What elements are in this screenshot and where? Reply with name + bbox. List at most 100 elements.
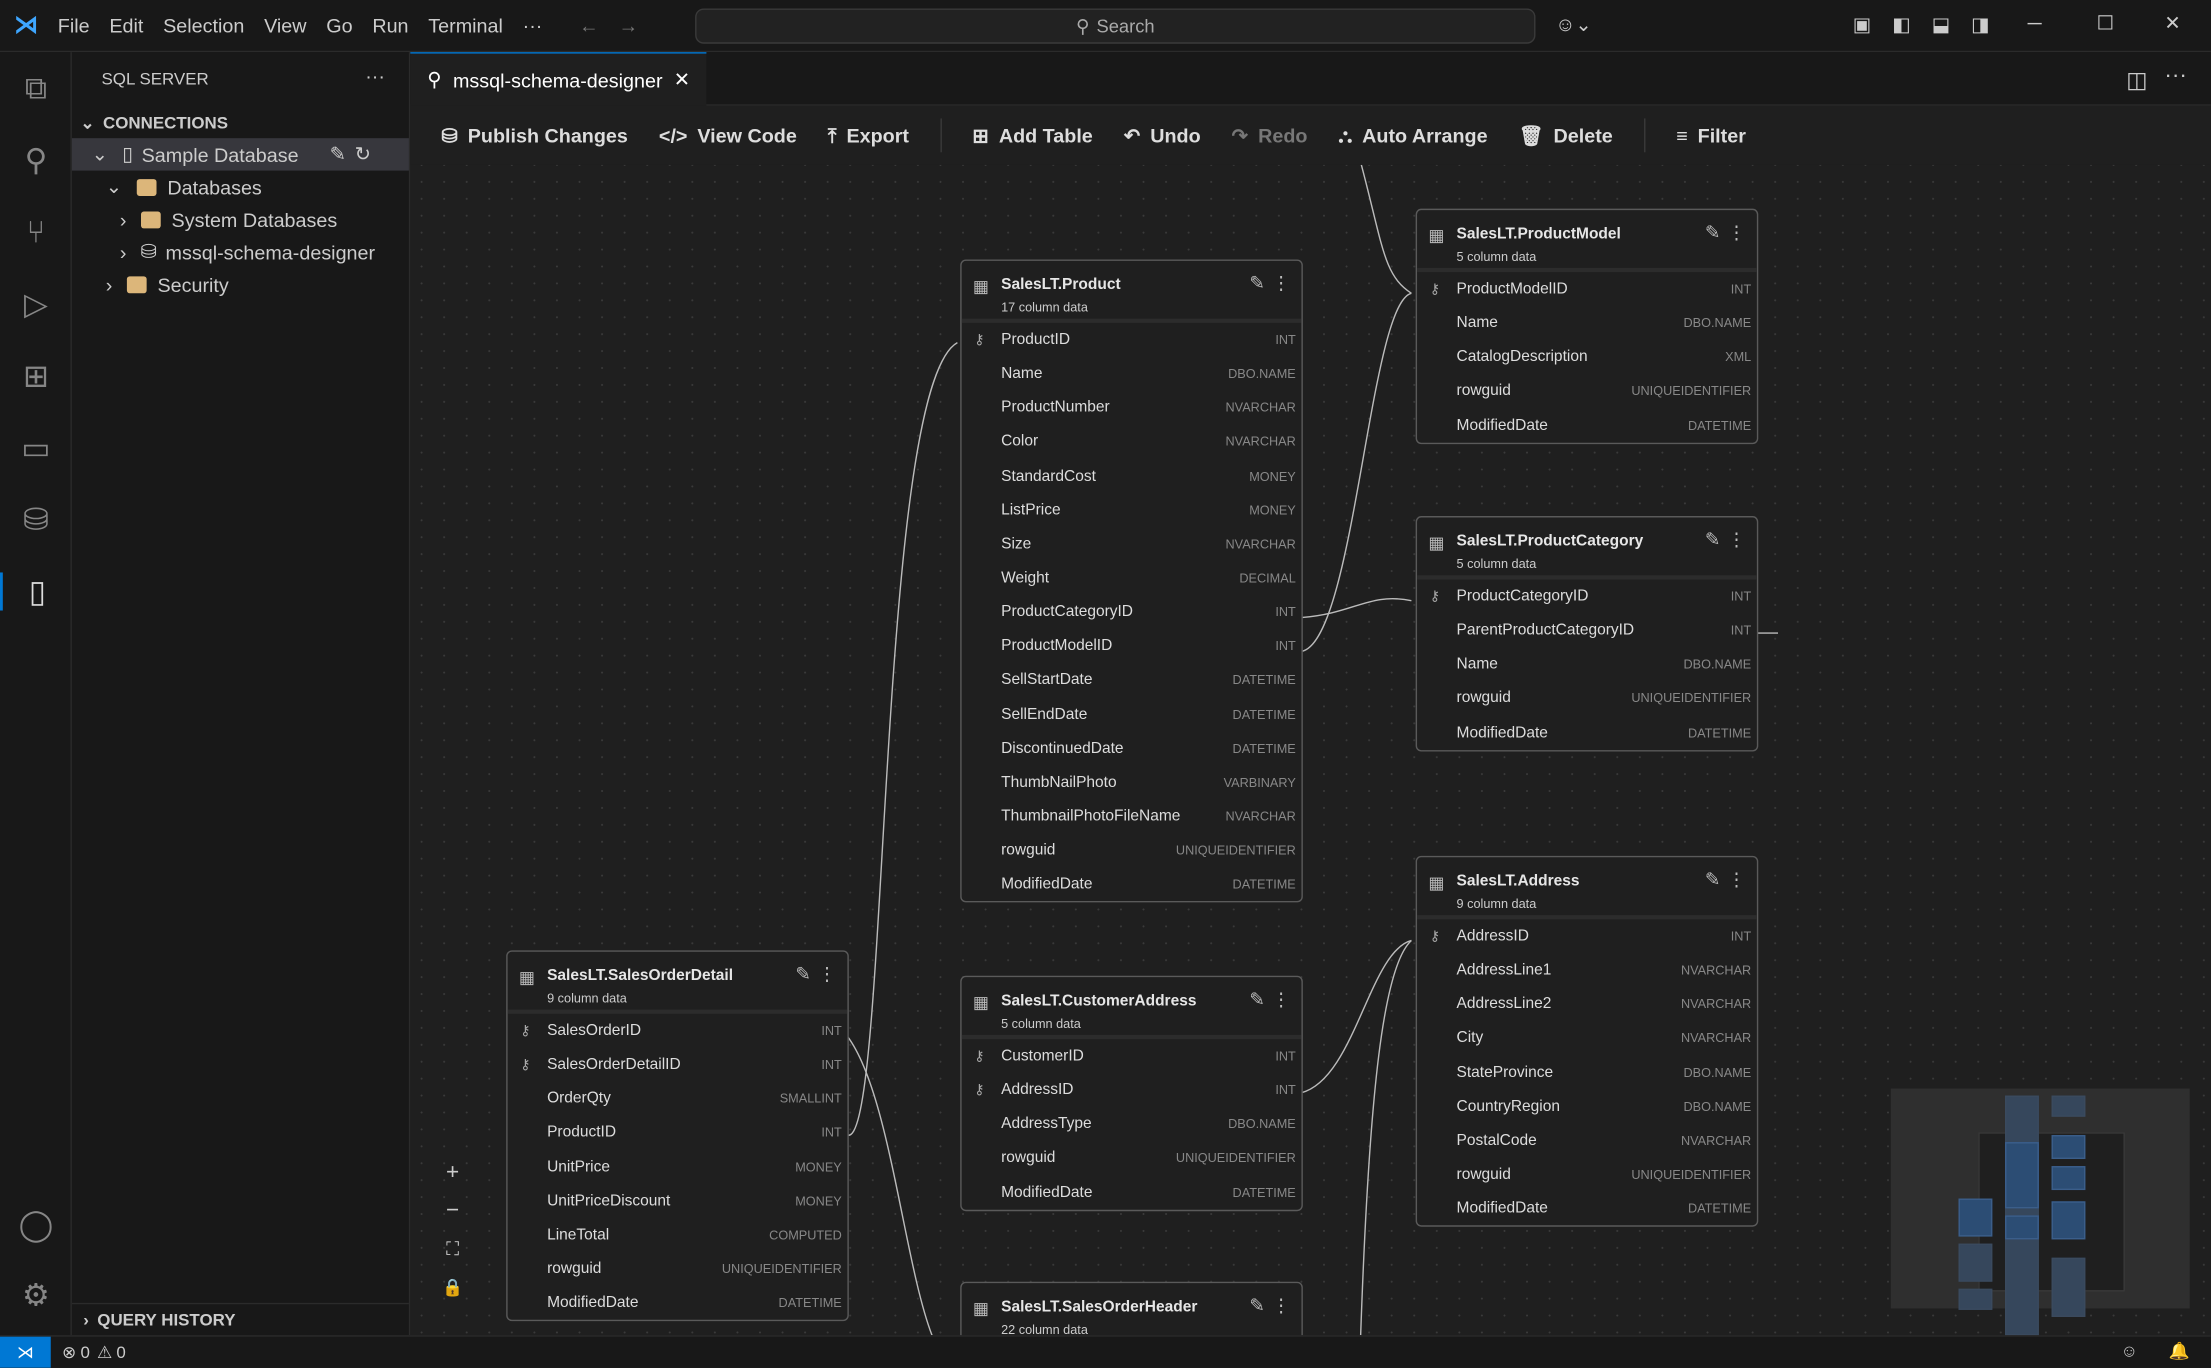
table-header[interactable]: ▦ SalesLT.Product 17 column data ✎ ⋮ (961, 261, 1302, 323)
table-node[interactable]: ▦ SalesLT.ProductModel 5 column data ✎ ⋮… (1415, 208, 1759, 444)
minimap-viewport[interactable] (1978, 1132, 2125, 1292)
column-row[interactable]: ⚷ AddressID INT (962, 1073, 1302, 1107)
minimize-icon[interactable]: ─ (2027, 11, 2042, 34)
table-more-icon[interactable]: ⋮ (1727, 868, 1746, 890)
table-more-icon[interactable]: ⋮ (817, 963, 837, 985)
redo-button[interactable]: ↷ Redo (1232, 123, 1308, 147)
forward-arrow-icon[interactable]: → (618, 14, 639, 37)
column-row[interactable]: StateProvince DBO.NAME (1417, 1055, 1757, 1089)
column-row[interactable]: ParentProductCategoryID INT (1417, 614, 1757, 648)
column-row[interactable]: UnitPriceDiscount MONEY (508, 1184, 848, 1218)
column-row[interactable]: Color NVARCHAR (962, 425, 1302, 459)
column-row[interactable]: AddressLine2 NVARCHAR (1417, 987, 1757, 1021)
remote-explorer-icon[interactable]: ▭ (21, 430, 51, 466)
search-icon[interactable]: ⚲ (24, 142, 48, 178)
menu-run[interactable]: Run (372, 14, 409, 37)
column-row[interactable]: StandardCost MONEY (962, 459, 1302, 493)
tree-item-mssql-schema-designer[interactable]: › ⛁ mssql-schema-designer (72, 235, 409, 267)
edit-table-icon[interactable]: ✎ (795, 963, 811, 985)
warnings-icon[interactable]: ⚠ (96, 1342, 113, 1363)
column-row[interactable]: CatalogDescription XML (1417, 340, 1757, 374)
column-row[interactable]: ProductID INT (508, 1116, 848, 1150)
column-row[interactable]: ⚷ SalesOrderDetailID INT (508, 1048, 848, 1082)
column-row[interactable]: ProductCategoryID INT (962, 595, 1302, 629)
toggle-panel-icon[interactable]: ⬓ (1931, 12, 1951, 36)
sidebar-more-button[interactable]: ··· (365, 64, 385, 88)
column-row[interactable]: ModifiedDate DATETIME (1417, 1192, 1757, 1226)
menu-view[interactable]: View (264, 14, 307, 37)
edit-table-icon[interactable]: ✎ (1249, 272, 1265, 294)
sql-server-icon[interactable]: ⛁ (22, 501, 49, 538)
column-row[interactable]: AddressType DBO.NAME (962, 1107, 1302, 1141)
accounts-icon[interactable]: ◯ (18, 1206, 54, 1243)
tree-item-security[interactable]: › Security (72, 268, 409, 300)
copilot-icon[interactable]: ☺⌄ (1555, 12, 1592, 36)
edit-table-icon[interactable]: ✎ (1704, 868, 1721, 890)
table-node[interactable]: ▦ SalesLT.CustomerAddress 5 column data … (960, 975, 1303, 1211)
column-row[interactable]: ⚷ ProductID INT (962, 323, 1302, 357)
table-header[interactable]: ▦ SalesLT.SalesOrderHeader 22 column dat… (962, 1283, 1302, 1335)
column-row[interactable]: rowguid UNIQUEIDENTIFIER (962, 833, 1302, 867)
column-row[interactable]: rowguid UNIQUEIDENTIFIER (508, 1252, 848, 1286)
auto-arrange-button[interactable]: ⛬ Auto Arrange (1338, 123, 1487, 147)
column-row[interactable]: Size NVARCHAR (962, 527, 1302, 561)
column-row[interactable]: ModifiedDate DATETIME (508, 1286, 848, 1320)
edit-table-icon[interactable]: ✎ (1249, 988, 1265, 1010)
search-box[interactable]: ⚲ Search (695, 8, 1536, 44)
filter-button[interactable]: ≡ Filter (1676, 124, 1746, 147)
lock-button[interactable]: 🔒 (442, 1277, 464, 1298)
view-code-button[interactable]: </> View Code (659, 124, 797, 147)
column-row[interactable]: PostalCode NVARCHAR (1417, 1124, 1757, 1158)
copilot-status-icon[interactable]: ☺ (2120, 1340, 2138, 1361)
column-row[interactable]: ⚷ CustomerID INT (962, 1039, 1302, 1073)
warnings-count[interactable]: 0 (116, 1342, 126, 1363)
column-row[interactable]: SellEndDate DATETIME (962, 697, 1302, 731)
menu-go[interactable]: Go (326, 14, 353, 37)
more-actions-icon[interactable]: ··· (2164, 63, 2187, 88)
column-row[interactable]: UnitPrice MONEY (508, 1150, 848, 1184)
column-row[interactable]: ThumbNailPhoto VARBINARY (962, 765, 1302, 799)
column-row[interactable]: ProductNumber NVARCHAR (962, 391, 1302, 425)
tree-item-system-databases[interactable]: › System Databases (72, 203, 409, 235)
column-row[interactable]: ProductModelID INT (962, 629, 1302, 663)
tab-mssql-schema-designer[interactable]: ⚲ mssql-schema-designer ✕ (410, 52, 707, 106)
zoom-in-button[interactable]: + (446, 1160, 460, 1185)
zoom-out-button[interactable]: − (446, 1198, 460, 1223)
errors-count[interactable]: 0 (80, 1342, 90, 1363)
delete-button[interactable]: 🗑 Delete (1519, 123, 1613, 147)
column-row[interactable]: rowguid UNIQUEIDENTIFIER (1417, 374, 1757, 408)
layout-customize-icon[interactable]: ▣ (1852, 12, 1872, 36)
edit-connection-icon[interactable]: ✎ (329, 142, 347, 165)
split-editor-icon[interactable]: ◫ (2126, 69, 2148, 94)
column-row[interactable]: City NVARCHAR (1417, 1021, 1757, 1055)
table-node[interactable]: ▦ SalesLT.Product 17 column data ✎ ⋮ ⚷ Pro… (960, 259, 1303, 903)
close-window-icon[interactable]: ✕ (2164, 11, 2181, 34)
column-row[interactable]: ListPrice MONEY (962, 493, 1302, 527)
column-row[interactable]: ⚷ SalesOrderID INT (508, 1014, 848, 1048)
column-row[interactable]: rowguid UNIQUEIDENTIFIER (1417, 1158, 1757, 1192)
table-header[interactable]: ▦ SalesLT.ProductModel 5 column data ✎ ⋮ (1417, 210, 1757, 273)
toggle-secondary-sidebar-icon[interactable]: ◨ (1971, 12, 1990, 36)
run-debug-icon[interactable]: ▷ (24, 286, 48, 322)
menu-selection[interactable]: Selection (163, 14, 245, 37)
publish-changes-button[interactable]: ⛁ Publish Changes (441, 123, 628, 147)
table-more-icon[interactable]: ⋮ (1271, 1294, 1291, 1316)
column-row[interactable]: ⚷ ProductCategoryID INT (1417, 580, 1757, 614)
column-row[interactable]: Name DBO.NAME (1417, 306, 1757, 340)
edit-table-icon[interactable]: ✎ (1704, 528, 1721, 550)
errors-icon[interactable]: ⊗ (62, 1342, 77, 1363)
edit-table-icon[interactable]: ✎ (1249, 1294, 1265, 1316)
table-node[interactable]: ▦ SalesLT.Address 9 column data ✎ ⋮ ⚷ Addr… (1415, 855, 1759, 1228)
menu-edit[interactable]: Edit (109, 14, 144, 37)
settings-gear-icon[interactable]: ⚙ (22, 1277, 50, 1313)
menu-more[interactable]: ··· (522, 14, 543, 37)
menu-file[interactable]: File (57, 14, 90, 37)
back-arrow-icon[interactable]: ← (579, 14, 599, 37)
table-more-icon[interactable]: ⋮ (1271, 272, 1291, 294)
connections-section[interactable]: ⌄ CONNECTIONS (72, 106, 409, 138)
table-header[interactable]: ▦ SalesLT.ProductCategory 5 column data … (1417, 517, 1757, 580)
table-node[interactable]: ▦ SalesLT.SalesOrderDetail 9 column data… (506, 950, 849, 1322)
notifications-bell-icon[interactable]: 🔔 (2168, 1340, 2190, 1361)
edit-table-icon[interactable]: ✎ (1704, 221, 1721, 243)
column-row[interactable]: rowguid UNIQUEIDENTIFIER (1417, 682, 1757, 716)
